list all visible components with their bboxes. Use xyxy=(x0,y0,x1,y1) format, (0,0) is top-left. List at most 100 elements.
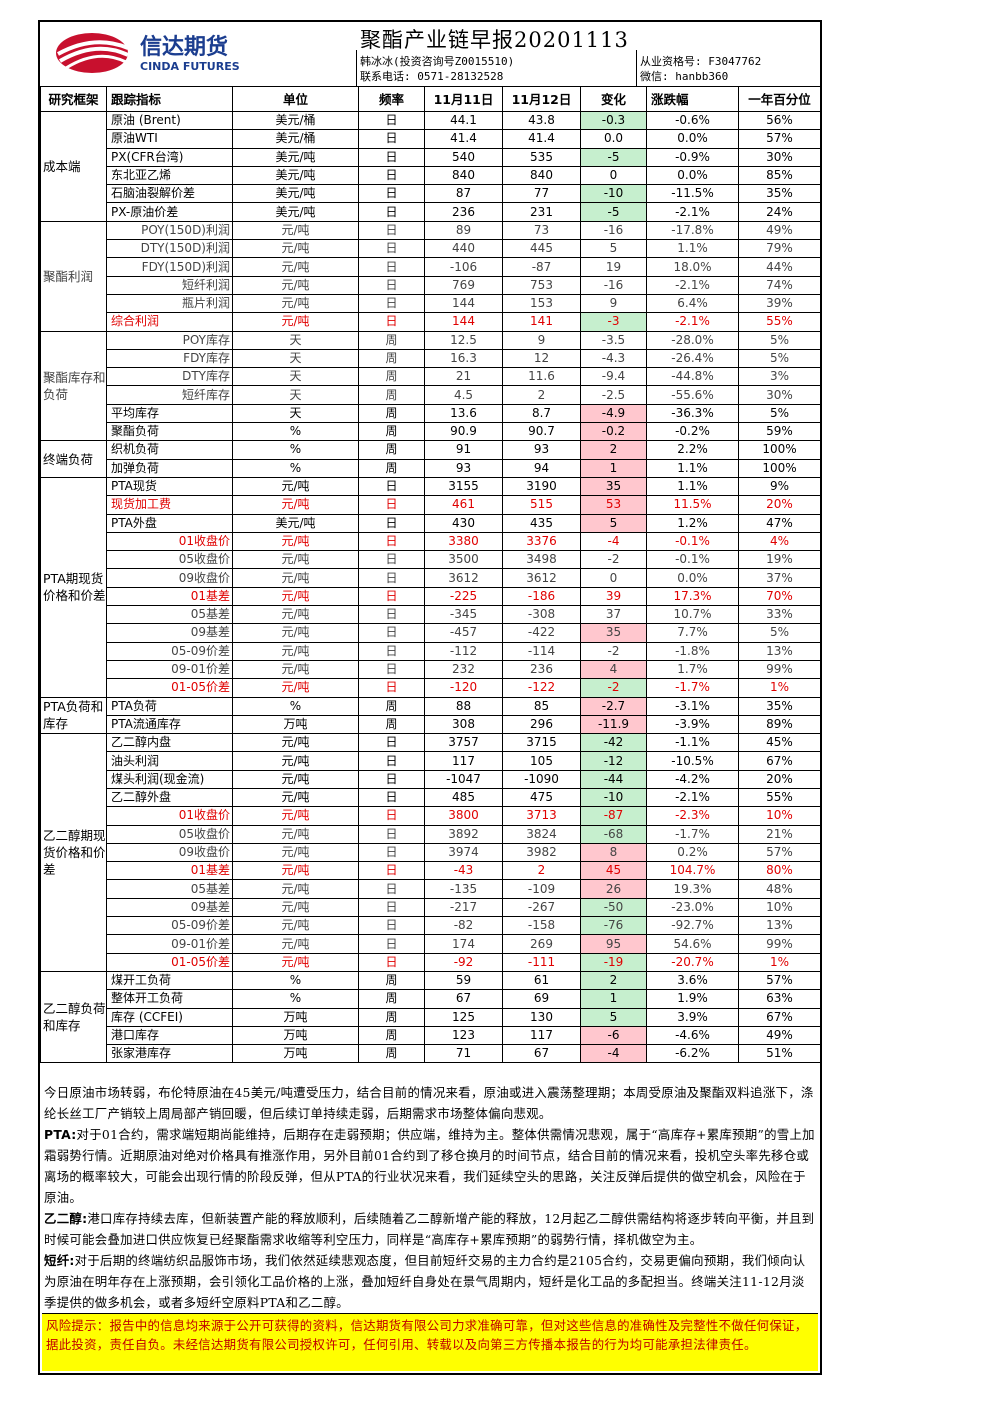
value-nov12-cell: -308 xyxy=(502,605,581,625)
table-row: 01-05价差 元/吨日 -120 -122 -2 -1.7% 1% xyxy=(41,678,821,698)
unit-cell: 美元/吨 xyxy=(232,165,359,186)
indicator-cell: 煤头利润(现金流) xyxy=(106,769,233,789)
change-cell: -10 xyxy=(580,184,647,204)
frequency-cell: 日 xyxy=(358,147,425,167)
commentary-crude: 今日原油市场转弱，布伦特原油在45美元/吨遭受压力，结合目前的情况来看，原油或进… xyxy=(44,1085,814,1121)
value-nov12-cell: -109 xyxy=(502,879,581,899)
frequency-cell: 周 xyxy=(358,970,425,991)
table-row: 09基差 元/吨日 -457 -422 35 7.7% 5% xyxy=(41,623,821,643)
frequency-cell: 日 xyxy=(358,623,425,643)
col-frequency: 频率 xyxy=(358,86,425,112)
change-cell: 8 xyxy=(580,842,647,863)
value-nov11-cell: 67 xyxy=(424,989,503,1009)
percentile-cell: 39% xyxy=(738,293,821,314)
percentile-cell: 10% xyxy=(738,897,821,918)
value-nov11-cell: -82 xyxy=(424,916,503,936)
indicator-cell: PTA外盘 xyxy=(106,513,233,533)
report-sheet: 信达期货 CINDA FUTURES 聚酯产业链早报20201113 韩冰冰(投… xyxy=(38,20,822,1375)
pct-change-cell: -17.8% xyxy=(646,220,739,241)
col-framework: 研究框架 xyxy=(40,86,107,112)
percentile-cell: 85% xyxy=(738,165,821,186)
pct-change-cell: 0.2% xyxy=(646,842,739,863)
change-cell: 45 xyxy=(580,861,647,881)
table-row: 短纤库存天周 4.5 2 -2.5 -55.6% 30% xyxy=(41,385,821,405)
value-nov11-cell: 91 xyxy=(424,440,503,460)
value-nov12-cell: 753 xyxy=(502,275,581,295)
change-cell: -50 xyxy=(580,897,647,918)
pct-change-cell: 18.0% xyxy=(646,257,739,277)
frequency-cell: 日 xyxy=(358,275,425,295)
table-row: 聚酯利润 POY(150D)利润 元/吨日 89 73 -16 -17.8% 49% xyxy=(40,220,821,332)
table-row: 库存 (CCFEI) 万吨周 125 130 5 3.9% 67% xyxy=(41,1007,821,1027)
unit-cell: 美元/吨 xyxy=(232,513,359,533)
framework-group: 终端负荷 xyxy=(40,440,107,478)
value-nov12-cell: 3982 xyxy=(502,842,581,863)
percentile-cell: 13% xyxy=(738,916,821,936)
pct-change-cell: -26.4% xyxy=(646,348,739,369)
table-row: 综合利润 元/吨日 144 141 -3 -2.1% 55% xyxy=(41,312,821,332)
change-cell: 9 xyxy=(580,293,647,314)
indicator-cell: 01基差 xyxy=(106,861,233,881)
value-nov11-cell: 12.5 xyxy=(424,330,503,350)
pct-change-cell: 10.7% xyxy=(646,605,739,625)
change-cell: -0.2 xyxy=(580,422,647,442)
value-nov11-cell: 3500 xyxy=(424,550,503,570)
frequency-cell: 日 xyxy=(358,787,425,808)
change-cell: -10 xyxy=(580,787,647,808)
pct-change-cell: -1.1% xyxy=(646,733,739,753)
value-nov12-cell: 3713 xyxy=(502,806,581,826)
percentile-cell: 48% xyxy=(738,879,821,899)
unit-cell: 元/吨 xyxy=(232,476,359,497)
col-change: 变化 xyxy=(580,86,647,112)
value-nov11-cell: -106 xyxy=(424,257,503,277)
value-nov12-cell: 435 xyxy=(502,513,581,533)
indicator-cell: 短纤利润 xyxy=(106,275,233,295)
value-nov11-cell: 485 xyxy=(424,787,503,808)
change-cell: -5 xyxy=(580,202,647,222)
percentile-cell: 99% xyxy=(738,934,821,954)
value-nov12-cell: 445 xyxy=(502,239,581,259)
value-nov11-cell: 840 xyxy=(424,165,503,186)
indicator-cell: 09基差 xyxy=(106,897,233,918)
table-row: 港口库存 万吨周 123 117 -6 -4.6% 49% xyxy=(41,1025,821,1046)
value-nov12-cell: 9 xyxy=(502,330,581,350)
frequency-cell: 日 xyxy=(358,916,425,936)
percentile-cell: 89% xyxy=(738,714,821,735)
percentile-cell: 1% xyxy=(738,952,821,972)
frequency-cell: 日 xyxy=(358,568,425,588)
unit-cell: % xyxy=(232,422,359,442)
value-nov11-cell: -345 xyxy=(424,605,503,625)
change-cell: 95 xyxy=(580,934,647,954)
value-nov11-cell: 3155 xyxy=(424,476,503,497)
unit-cell: 元/吨 xyxy=(232,257,359,277)
table-row: PTA负荷和库存 PTA负荷% 周 88 85 -2.7 -3.1% 35% xyxy=(40,696,821,735)
unit-cell: 元/吨 xyxy=(232,733,359,753)
indicator-cell: 01基差 xyxy=(106,586,233,607)
change-cell: 1 xyxy=(580,458,647,478)
pct-change-cell: -55.6% xyxy=(646,385,739,405)
value-nov11-cell: 4.5 xyxy=(424,385,503,405)
frequency-cell: 日 xyxy=(358,257,425,277)
pct-change-cell: 0.0% xyxy=(646,568,739,588)
frequency-cell: 日 xyxy=(358,861,425,881)
frequency-cell: 日 xyxy=(358,659,425,680)
unit-cell: 天 xyxy=(232,348,359,369)
indicator-cell: 05收盘价 xyxy=(106,824,233,844)
percentile-cell: 37% xyxy=(738,568,821,588)
percentile-cell: 20% xyxy=(738,769,821,789)
table-row: 05收盘价 元/吨日 3892 3824 -68 -1.7% 21% xyxy=(41,824,821,844)
pct-change-cell: 7.7% xyxy=(646,623,739,643)
table-row: 终端负荷 织机负荷% 周 91 93 2 2.2% 100% xyxy=(40,440,821,478)
indicator-cell: 港口库存 xyxy=(106,1025,233,1046)
table-row: 短纤利润 元/吨日 769 753 -16 -2.1% 74% xyxy=(41,275,821,295)
percentile-cell: 80% xyxy=(738,861,821,881)
change-cell: -4.9 xyxy=(580,403,647,424)
frequency-cell: 日 xyxy=(358,312,425,332)
unit-cell: 元/吨 xyxy=(232,531,359,552)
table-row: 煤头利润(现金流) 元/吨日 -1047 -1090 -44 -4.2% 20% xyxy=(41,769,821,789)
change-cell: -2.7 xyxy=(580,696,647,716)
change-cell: 2 xyxy=(580,970,647,991)
indicator-cell: 01收盘价 xyxy=(106,806,233,826)
frequency-cell: 日 xyxy=(358,513,425,533)
unit-cell: 元/吨 xyxy=(232,550,359,570)
